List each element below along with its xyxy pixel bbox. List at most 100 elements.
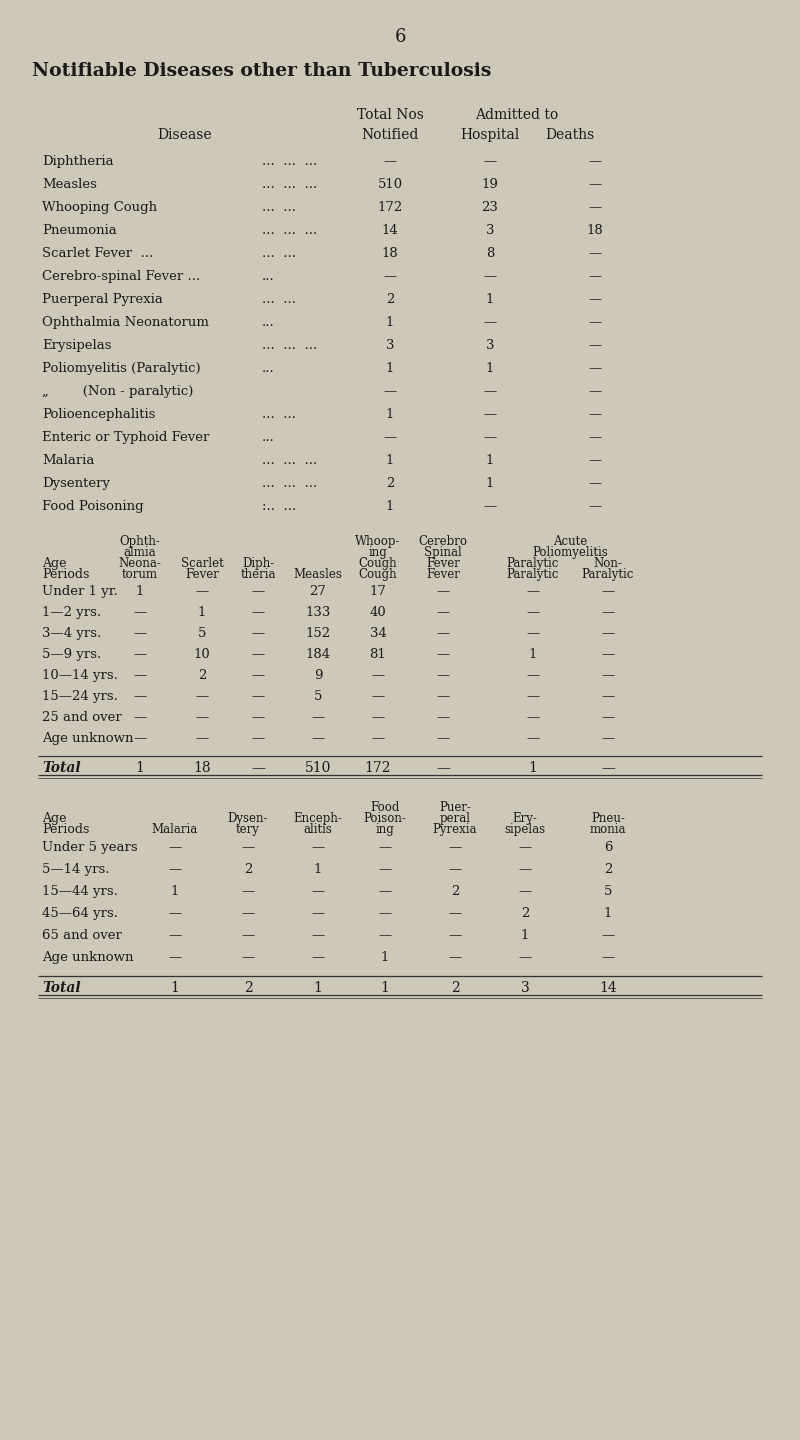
Text: 1: 1 <box>521 929 529 942</box>
Text: 2: 2 <box>244 981 252 995</box>
Text: —: — <box>311 907 325 920</box>
Text: torum: torum <box>122 567 158 580</box>
Text: —: — <box>588 292 602 307</box>
Text: —: — <box>134 732 146 744</box>
Text: —: — <box>251 690 265 703</box>
Text: Pyrexia: Pyrexia <box>433 824 478 837</box>
Text: —: — <box>483 156 497 168</box>
Text: 65 and over: 65 and over <box>42 929 122 942</box>
Text: —: — <box>448 929 462 942</box>
Text: —: — <box>602 606 614 619</box>
Text: 172: 172 <box>378 202 402 215</box>
Text: —: — <box>436 711 450 724</box>
Text: —: — <box>436 585 450 598</box>
Text: 2: 2 <box>521 907 529 920</box>
Text: Paralytic: Paralytic <box>582 567 634 580</box>
Text: Total: Total <box>42 981 81 995</box>
Text: —: — <box>168 907 182 920</box>
Text: 27: 27 <box>310 585 326 598</box>
Text: 2: 2 <box>386 477 394 490</box>
Text: —: — <box>588 202 602 215</box>
Text: „        (Non - paralytic): „ (Non - paralytic) <box>42 384 194 397</box>
Text: :..  ...: :.. ... <box>262 500 296 513</box>
Text: —: — <box>483 431 497 444</box>
Text: —: — <box>168 841 182 854</box>
Text: Acute: Acute <box>553 536 587 549</box>
Text: —: — <box>448 863 462 876</box>
Text: Scarlet: Scarlet <box>181 557 223 570</box>
Text: —: — <box>483 384 497 397</box>
Text: —: — <box>602 950 614 963</box>
Text: —: — <box>602 648 614 661</box>
Text: 5: 5 <box>198 626 206 639</box>
Text: —: — <box>134 606 146 619</box>
Text: —: — <box>436 626 450 639</box>
Text: Polioencephalitis: Polioencephalitis <box>42 408 155 420</box>
Text: alitis: alitis <box>303 824 333 837</box>
Text: Cough: Cough <box>358 567 398 580</box>
Text: —: — <box>518 950 532 963</box>
Text: Pneumonia: Pneumonia <box>42 225 117 238</box>
Text: Diphtheria: Diphtheria <box>42 156 114 168</box>
Text: 2: 2 <box>450 981 459 995</box>
Text: Total Nos: Total Nos <box>357 108 423 122</box>
Text: 1: 1 <box>386 454 394 467</box>
Text: —: — <box>251 670 265 683</box>
Text: Puer-: Puer- <box>439 801 471 814</box>
Text: —: — <box>242 929 254 942</box>
Text: ing: ing <box>376 824 394 837</box>
Text: —: — <box>378 841 392 854</box>
Text: 1: 1 <box>529 760 538 775</box>
Text: Diph-: Diph- <box>242 557 274 570</box>
Text: 10—14 yrs.: 10—14 yrs. <box>42 670 118 683</box>
Text: —: — <box>483 271 497 284</box>
Text: —: — <box>251 760 265 775</box>
Text: Malaria: Malaria <box>152 824 198 837</box>
Text: 15—44 yrs.: 15—44 yrs. <box>42 886 118 899</box>
Text: Spinal: Spinal <box>424 546 462 559</box>
Text: 133: 133 <box>306 606 330 619</box>
Text: —: — <box>588 248 602 261</box>
Text: theria: theria <box>240 567 276 580</box>
Text: —: — <box>242 907 254 920</box>
Text: —: — <box>378 863 392 876</box>
Text: Fever: Fever <box>426 557 460 570</box>
Text: —: — <box>526 670 540 683</box>
Text: 5—14 yrs.: 5—14 yrs. <box>42 863 110 876</box>
Text: Ery-: Ery- <box>513 812 538 825</box>
Text: 1: 1 <box>314 863 322 876</box>
Text: —: — <box>134 670 146 683</box>
Text: Cerebro: Cerebro <box>418 536 467 549</box>
Text: —: — <box>251 732 265 744</box>
Text: —: — <box>371 711 385 724</box>
Text: —: — <box>436 760 450 775</box>
Text: —: — <box>195 711 209 724</box>
Text: 19: 19 <box>482 179 498 192</box>
Text: —: — <box>526 732 540 744</box>
Text: —: — <box>311 841 325 854</box>
Text: 184: 184 <box>306 648 330 661</box>
Text: Hospital: Hospital <box>460 128 520 143</box>
Text: —: — <box>195 585 209 598</box>
Text: Age unknown: Age unknown <box>42 732 134 744</box>
Text: —: — <box>311 732 325 744</box>
Text: Deaths: Deaths <box>546 128 595 143</box>
Text: 2: 2 <box>386 292 394 307</box>
Text: 14: 14 <box>382 225 398 238</box>
Text: 2: 2 <box>604 863 612 876</box>
Text: 1: 1 <box>171 886 179 899</box>
Text: —: — <box>526 606 540 619</box>
Text: —: — <box>526 711 540 724</box>
Text: —: — <box>526 626 540 639</box>
Text: —: — <box>518 863 532 876</box>
Text: —: — <box>371 670 385 683</box>
Text: 25 and over: 25 and over <box>42 711 122 724</box>
Text: Whooping Cough: Whooping Cough <box>42 202 157 215</box>
Text: Notifiable Diseases other than Tuberculosis: Notifiable Diseases other than Tuberculo… <box>32 62 491 81</box>
Text: —: — <box>383 384 397 397</box>
Text: —: — <box>251 648 265 661</box>
Text: 1: 1 <box>386 408 394 420</box>
Text: 6: 6 <box>394 27 406 46</box>
Text: —: — <box>251 711 265 724</box>
Text: —: — <box>483 315 497 328</box>
